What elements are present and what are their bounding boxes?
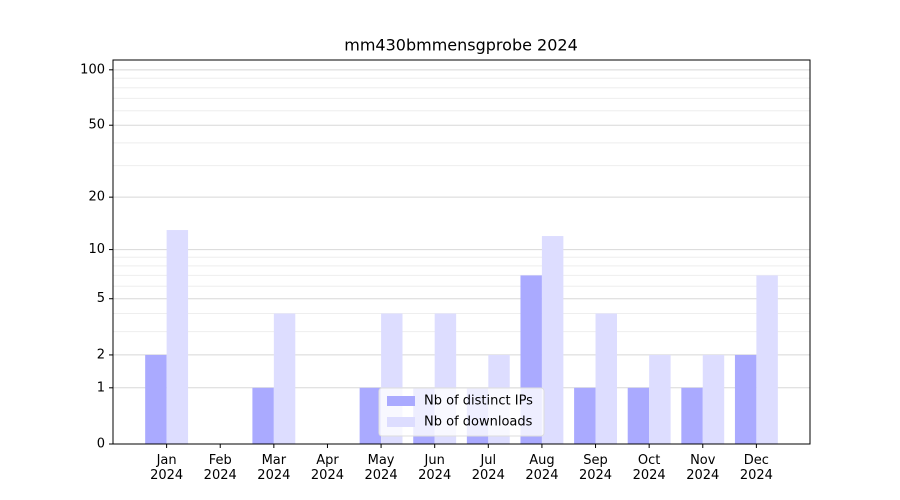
- bar: [541, 236, 564, 444]
- y-tick-label: 50: [88, 118, 105, 133]
- y-tick-label: 0: [97, 437, 105, 452]
- bar: [702, 354, 725, 444]
- y-tick-label: 10: [88, 242, 105, 257]
- bar: [627, 387, 650, 444]
- bar: [734, 354, 757, 444]
- x-tick-label: Jun 2024: [418, 453, 452, 483]
- x-tick-label: Apr 2024: [310, 453, 344, 483]
- x-tick-label: Dec 2024: [739, 453, 773, 483]
- chart-title: mm430bmmensgprobe 2024: [344, 36, 578, 55]
- x-tick-label: Sep 2024: [578, 453, 613, 483]
- x-tick-label: May 2024: [364, 453, 398, 483]
- x-tick-label: Aug 2024: [525, 453, 559, 483]
- x-tick-label: Feb 2024: [203, 453, 237, 483]
- bar: [252, 387, 274, 444]
- x-tick-label: Nov 2024: [686, 453, 720, 483]
- bar: [273, 313, 296, 444]
- legend-swatch: [387, 396, 415, 406]
- x-tick-label: Jan 2024: [150, 453, 184, 483]
- x-tick-label: Oct 2024: [632, 453, 666, 483]
- y-tick-label: 5: [97, 291, 105, 306]
- y-tick-label: 100: [80, 62, 105, 77]
- bar: [574, 387, 596, 444]
- bar: [145, 354, 167, 444]
- x-tick-label: Mar 2024: [257, 453, 291, 483]
- bar: [166, 230, 189, 444]
- plot-frame: [112, 59, 811, 445]
- bar: [359, 387, 382, 444]
- legend-box: [378, 387, 545, 437]
- legend-label: Nb of downloads: [424, 415, 533, 430]
- y-tick-label: 1: [97, 380, 105, 395]
- y-tick-label: 2: [97, 347, 105, 362]
- bar: [756, 275, 778, 444]
- x-tick-label: Jul 2024: [471, 453, 505, 483]
- bar: [649, 354, 671, 444]
- bar: [595, 313, 617, 444]
- bar: [681, 387, 703, 444]
- legend-label: Nb of distinct IPs: [424, 394, 533, 409]
- legend-swatch: [387, 417, 415, 427]
- y-tick-label: 20: [88, 190, 105, 205]
